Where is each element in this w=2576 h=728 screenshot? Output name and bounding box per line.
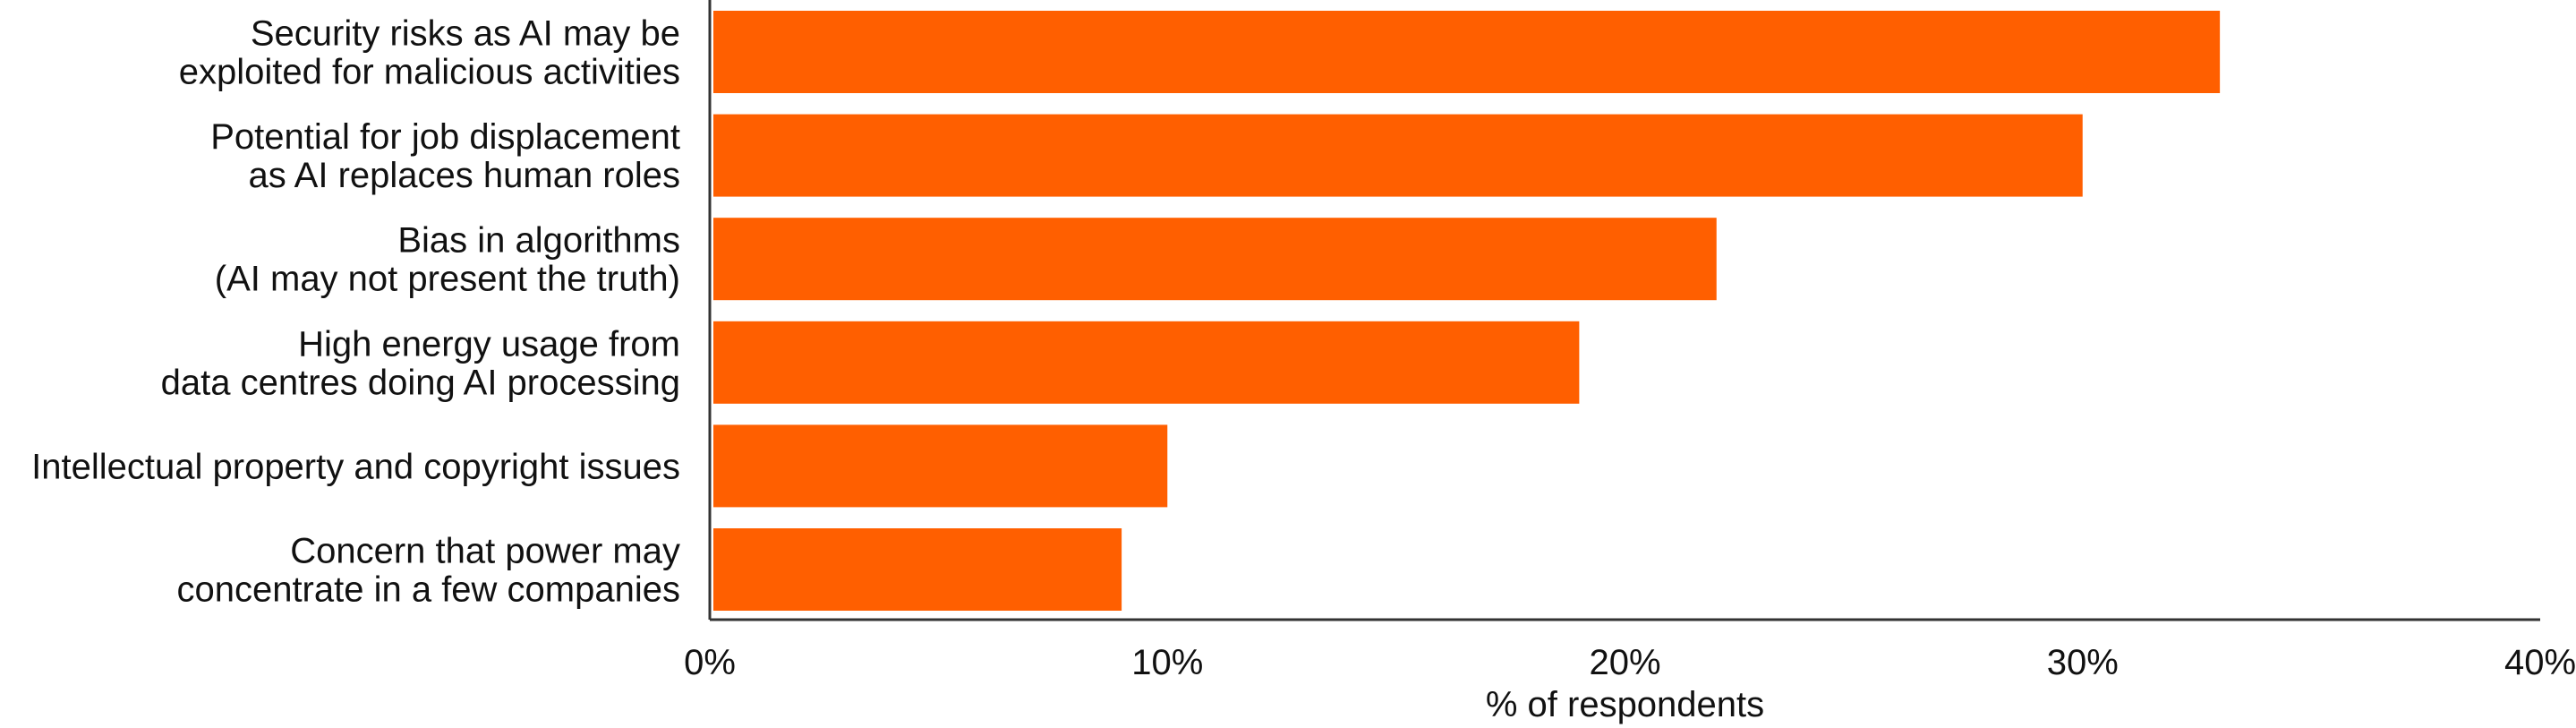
- category-label: High energy usage from data centres doing…: [161, 324, 680, 402]
- x-tick-label: 0%: [684, 643, 736, 682]
- bar: [713, 528, 1122, 611]
- category-label-line: Intellectual property and copyright issu…: [31, 447, 680, 486]
- x-tick-labels-group: 0% 10% 20% 30% 40%: [684, 643, 2576, 682]
- category-label-line: Potential for job displacement: [210, 117, 680, 157]
- x-tick-label: 30%: [2047, 643, 2119, 682]
- category-label: Security risks as AI may be exploited for…: [179, 14, 680, 92]
- x-tick-label: 10%: [1131, 643, 1203, 682]
- category-labels-group: Security risks as AI may be exploited for…: [31, 14, 680, 610]
- category-label-line: data centres doing AI processing: [161, 363, 680, 402]
- category-label: Potential for job displacement as AI repl…: [210, 117, 680, 195]
- category-label-line: (AI may not present the truth): [215, 260, 680, 299]
- category-label-line: as AI replaces human roles: [249, 156, 680, 195]
- bar: [713, 114, 2083, 197]
- category-label-line: concentrate in a few companies: [176, 570, 680, 610]
- category-label: Intellectual property and copyright issu…: [31, 447, 680, 486]
- category-label-line: Bias in algorithms: [397, 221, 680, 261]
- bar: [713, 218, 1717, 301]
- category-label-line: exploited for malicious activities: [179, 53, 680, 92]
- bar: [713, 11, 2221, 93]
- category-label-line: High energy usage from: [298, 324, 680, 364]
- x-tick-label: 20%: [1589, 643, 1660, 682]
- x-tick-label: 40%: [2504, 643, 2576, 682]
- category-label-line: Concern that power may: [290, 532, 680, 571]
- bar: [713, 424, 1168, 508]
- category-label-line: Security risks as AI may be: [251, 14, 680, 54]
- x-axis-title: % of respondents: [1486, 685, 1764, 724]
- category-label: Concern that power may concentrate in a f…: [176, 532, 680, 610]
- bar: [713, 321, 1580, 404]
- category-label: Bias in algorithms (AI may not present th…: [215, 221, 680, 299]
- bars-group: [713, 11, 2221, 611]
